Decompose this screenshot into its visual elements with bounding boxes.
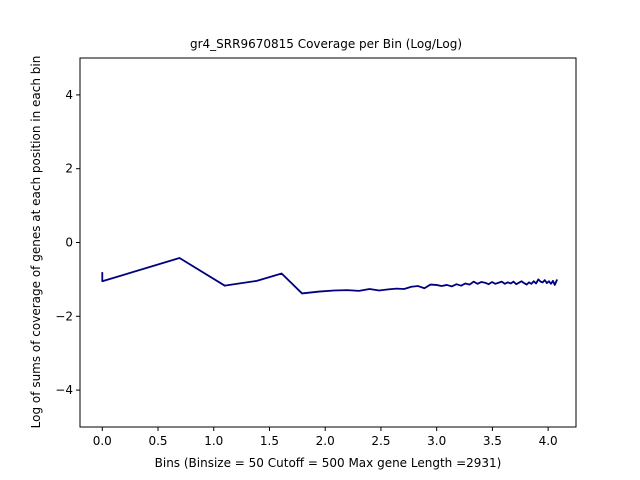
series-line <box>101 257 558 295</box>
x-axis-label: Bins (Binsize = 50 Cutoff = 500 Max gene… <box>155 456 502 470</box>
y-tick-label: −2 <box>55 309 73 323</box>
y-tick-label: 0 <box>65 236 73 250</box>
x-axis: 0.0 0.5 1.0 1.5 2.0 2.5 3.0 3.5 4.0 <box>93 427 558 448</box>
x-tick-label: 1.0 <box>204 434 223 448</box>
y-tick-label: 2 <box>65 162 73 176</box>
x-tick-label: 4.0 <box>539 434 558 448</box>
y-tick-label: −4 <box>55 383 73 397</box>
x-tick-label: 3.0 <box>427 434 446 448</box>
y-axis: −4 −2 0 2 4 <box>55 88 80 397</box>
x-tick-label: 2.5 <box>371 434 390 448</box>
x-tick-label: 3.5 <box>483 434 502 448</box>
x-tick-label: 2.0 <box>316 434 335 448</box>
x-tick-label: 1.5 <box>260 434 279 448</box>
chart-title: gr4_SRR9670815 Coverage per Bin (Log/Log… <box>190 37 462 51</box>
y-tick-label: 4 <box>65 88 73 102</box>
x-tick-label: 0.5 <box>148 434 167 448</box>
y-axis-label: Log of sums of coverage of genes at each… <box>29 56 43 429</box>
x-tick-label: 0.0 <box>93 434 112 448</box>
